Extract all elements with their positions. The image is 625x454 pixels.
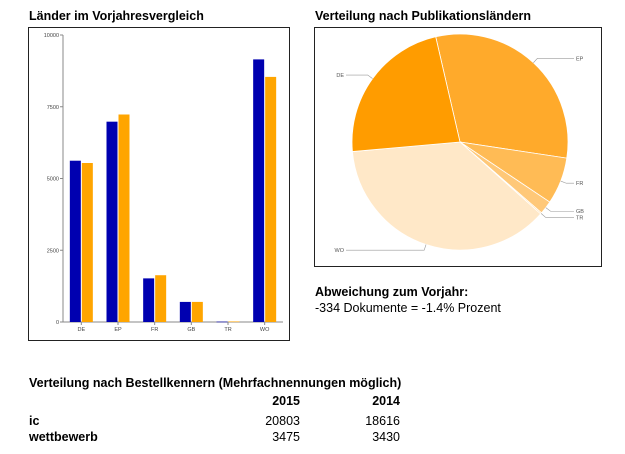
pie-chart-panel: EP FR GB TR WO DE <box>314 27 602 267</box>
bar-tr-series1 <box>216 321 228 323</box>
pie-slice-wo <box>351 141 542 251</box>
x-tick-label: TR <box>224 327 231 333</box>
pie-leader-gb <box>545 207 574 212</box>
bar-fr-series1 <box>143 278 155 322</box>
pie-label-fr: FR <box>576 181 583 187</box>
deviation-title: Abweichung zum Vorjahr: <box>315 285 469 299</box>
bar-wo-series2 <box>265 76 277 322</box>
x-tick-label: EP <box>114 327 122 333</box>
bar-wo-series1 <box>253 59 265 323</box>
pie-label-de: DE <box>336 73 344 79</box>
pie-label-wo: WO <box>335 248 345 254</box>
y-tick-label: 0 <box>56 320 59 326</box>
table-header-2014: 2014 <box>372 394 400 408</box>
pie-leader-de <box>346 74 373 79</box>
pie-slice-ep <box>435 33 569 159</box>
pie-leader-fr <box>560 180 574 184</box>
x-tick-label: DE <box>78 327 86 333</box>
x-tick-label: FR <box>151 327 158 333</box>
y-tick-label: 5000 <box>47 177 59 183</box>
pie-label-gb: GB <box>576 209 584 215</box>
bar-chart: 0 2500 5000 7500 10000 DE EP FR GB TR WO <box>44 33 283 333</box>
table-cell: 20803 <box>265 414 300 428</box>
x-tick-label: WO <box>260 327 270 333</box>
y-tick-label: 2500 <box>47 248 59 254</box>
bar-gb-series1 <box>179 301 191 322</box>
bar-tr-series2 <box>228 321 240 323</box>
y-tick-label: 10000 <box>44 33 59 39</box>
table-row-label: ic <box>29 414 40 428</box>
pie-label-ep: EP <box>576 56 584 62</box>
bar-gb-series2 <box>191 301 203 322</box>
table-header-2015: 2015 <box>272 394 300 408</box>
table-cell: 3475 <box>272 430 300 444</box>
bar-de-series1 <box>69 160 81 322</box>
pie-label-tr: TR <box>576 215 583 221</box>
y-tick-label: 7500 <box>47 105 59 111</box>
table-row-label: wettbewerb <box>29 430 98 444</box>
table-cell: 18616 <box>365 414 400 428</box>
deviation-text: -334 Dokumente = -1.4% Prozent <box>315 301 501 315</box>
pie-chart-title: Verteilung nach Publikationsländern <box>315 9 532 23</box>
table-cell: 3430 <box>372 430 400 444</box>
pie-leader-ep <box>533 58 574 63</box>
table-title: Verteilung nach Bestellkennern (Mehrfach… <box>29 376 402 390</box>
x-tick-label: GB <box>187 327 195 333</box>
bar-chart-panel: 0 2500 5000 7500 10000 DE EP FR GB TR WO <box>28 27 290 341</box>
bar-de-series2 <box>81 163 93 322</box>
bar-fr-series2 <box>155 275 167 322</box>
pie-leader-wo <box>346 244 427 251</box>
pie-leader-tr <box>540 213 574 218</box>
bar-ep-series1 <box>106 121 118 322</box>
bar-ep-series2 <box>118 114 130 323</box>
bar-chart-title: Länder im Vorjahresvergleich <box>29 9 204 23</box>
